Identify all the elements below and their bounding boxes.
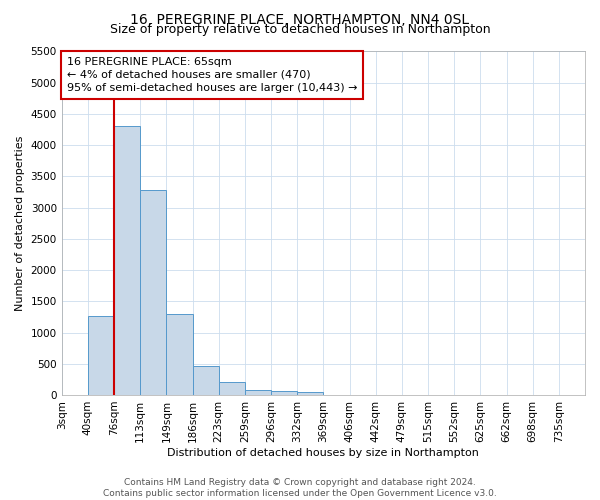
Text: 16 PEREGRINE PLACE: 65sqm
← 4% of detached houses are smaller (470)
95% of semi-: 16 PEREGRINE PLACE: 65sqm ← 4% of detach…: [67, 56, 358, 93]
Text: Contains HM Land Registry data © Crown copyright and database right 2024.
Contai: Contains HM Land Registry data © Crown c…: [103, 478, 497, 498]
Bar: [88, 316, 114, 395]
Bar: [193, 366, 218, 395]
Text: Size of property relative to detached houses in Northampton: Size of property relative to detached ho…: [110, 22, 490, 36]
X-axis label: Distribution of detached houses by size in Northampton: Distribution of detached houses by size …: [167, 448, 479, 458]
Bar: [166, 314, 193, 395]
Bar: [271, 391, 297, 395]
Bar: [140, 190, 166, 395]
Y-axis label: Number of detached properties: Number of detached properties: [15, 136, 25, 311]
Text: 16, PEREGRINE PLACE, NORTHAMPTON, NN4 0SL: 16, PEREGRINE PLACE, NORTHAMPTON, NN4 0S…: [130, 12, 470, 26]
Bar: [297, 392, 323, 395]
Bar: [218, 382, 245, 395]
Bar: [245, 390, 271, 395]
Bar: [114, 126, 140, 395]
